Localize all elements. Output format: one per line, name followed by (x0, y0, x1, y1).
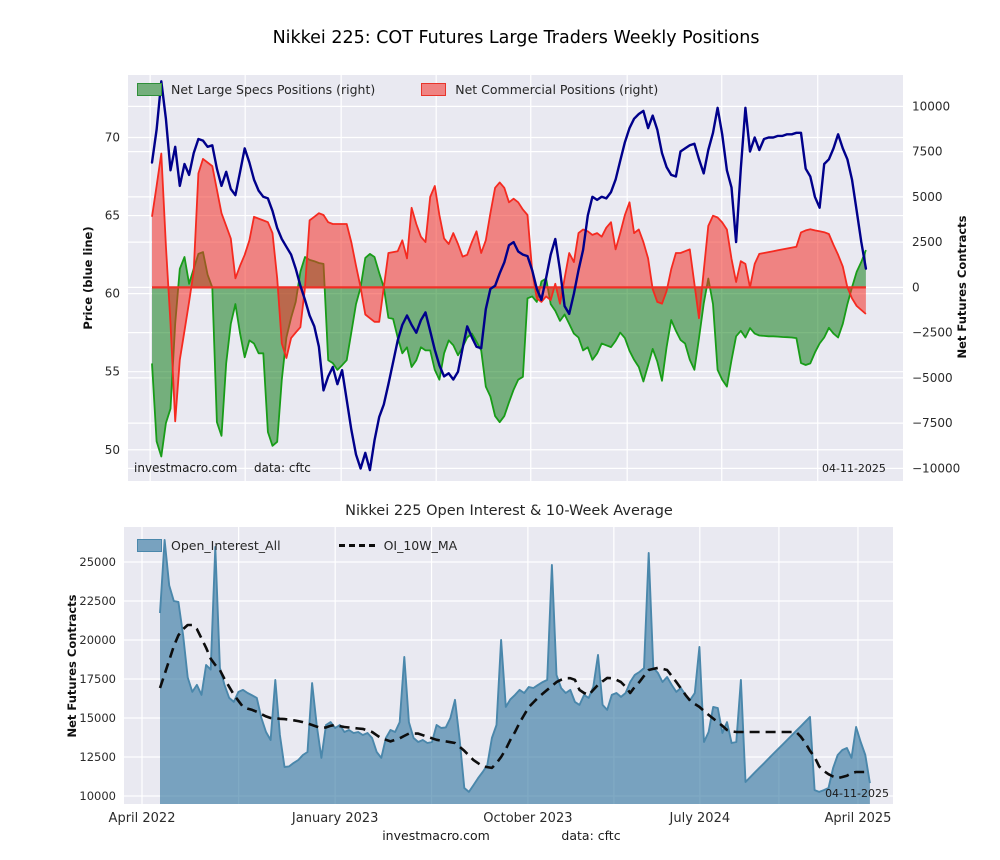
right-y-tick-label: −5000 (912, 371, 953, 385)
bottom-source-label: data: cftc (561, 828, 621, 843)
right-y-tick-label: −2500 (912, 326, 953, 340)
top-left-axis-label: Price (blue line) (81, 226, 95, 330)
x-tick-label: July 2024 (669, 811, 731, 826)
x-tick-label: October 2023 (483, 811, 572, 826)
x-tick-label: January 2023 (291, 811, 379, 826)
top-chart: 70 65 60 55 50 10000 7500 5000 2500 0 −2500 −5000 −7… (105, 75, 960, 481)
bottom-chart-title: Nikkei 225 Open Interest & 10-Week Avera… (345, 503, 673, 519)
open-interest-area (160, 540, 870, 804)
left-y-tick-label: 70 (105, 130, 120, 144)
y-tick-label: 10000 (79, 789, 116, 803)
bottom-chart-legend: Open_Interest_All OI_10W_MA (137, 538, 457, 553)
y-tick-label: 15000 (79, 711, 116, 725)
left-y-tick-label: 65 (105, 209, 120, 223)
top-watermark: investmacro.com (134, 461, 238, 475)
top-chart-legend: Net Large Specs Positions (right) Net Co… (137, 82, 658, 97)
commercials-line (151, 152, 867, 423)
right-y-tick-label: 10000 (912, 99, 950, 113)
right-y-tick-label: 7500 (912, 145, 943, 159)
x-tick-label: April 2022 (109, 811, 176, 826)
y-tick-label: 20000 (79, 633, 116, 647)
left-y-tick-label: 55 (105, 365, 120, 379)
right-y-tick-label: 0 (912, 280, 920, 294)
ma-dashed-line (158, 623, 870, 780)
top-right-axis-label: Net Futures Contracts (955, 215, 969, 359)
large-specs-swatch-icon (137, 83, 162, 96)
right-y-tick-label: 2500 (912, 235, 943, 249)
open-interest-swatch-icon (137, 539, 162, 552)
x-tick-label: April 2025 (824, 811, 891, 826)
bottom-y-axis-label: Net Futures Contracts (65, 594, 79, 738)
left-y-tick-label: 50 (105, 443, 120, 457)
large-specs-line (151, 249, 867, 458)
top-date-annotation: 04-11-2025 (822, 462, 886, 475)
right-y-tick-label: 5000 (912, 190, 943, 204)
large-specs-area (152, 250, 866, 457)
bottom-chart: 25000 22500 20000 17500 15000 12500 10000 April… (79, 527, 893, 826)
right-y-tick-label: −7500 (912, 416, 953, 430)
y-tick-label: 17500 (79, 672, 116, 686)
top-chart-title: Nikkei 225: COT Futures Large Traders We… (272, 28, 760, 48)
y-tick-label: 22500 (79, 594, 116, 608)
price-line (150, 80, 868, 472)
bottom-watermark: investmacro.com (382, 828, 490, 843)
bottom-date-annotation: 04-11-2025 (825, 787, 889, 800)
top-source-label: data: cftc (254, 461, 311, 475)
left-y-tick-label: 60 (105, 287, 120, 301)
ma-legend-label: OI_10W_MA (383, 538, 458, 553)
ma-dash-icon (338, 544, 375, 547)
y-tick-label: 12500 (79, 750, 116, 764)
commercials-legend-label: Net Commercial Positions (right) (455, 82, 659, 97)
open-interest-legend-label: Open_Interest_All (171, 538, 281, 553)
open-interest-line (159, 539, 871, 793)
right-y-tick-label: −10000 (912, 461, 960, 475)
y-tick-label: 25000 (79, 555, 116, 569)
commercials-swatch-icon (421, 83, 447, 96)
large-specs-legend-label: Net Large Specs Positions (right) (171, 82, 376, 97)
